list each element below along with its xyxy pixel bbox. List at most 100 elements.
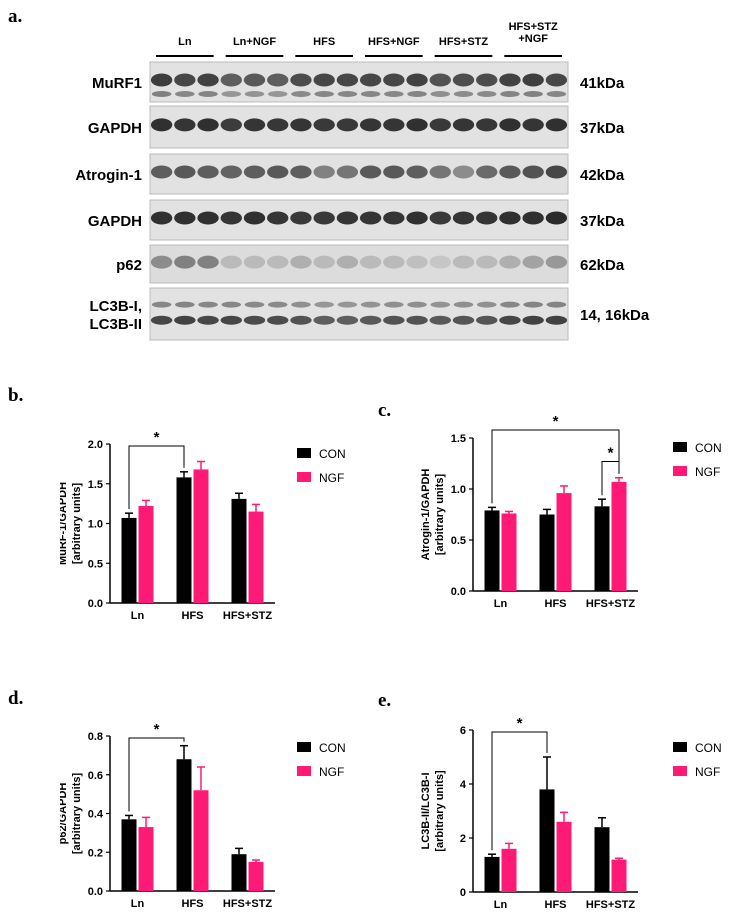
blot-band <box>522 315 544 325</box>
blot-group-label: HFS+STZ +NGF <box>509 21 558 45</box>
blot-band <box>407 91 427 97</box>
blot-band <box>197 165 219 179</box>
blot-band <box>220 211 242 225</box>
blot-size-label: 62kDa <box>580 257 625 274</box>
blot-row: p62 62kDa <box>116 244 625 284</box>
blot-band <box>522 73 544 87</box>
blot-row: GAPDH 37kDa <box>88 199 625 241</box>
bar <box>594 827 610 892</box>
blot-band <box>313 165 335 179</box>
blot-band <box>360 91 381 97</box>
blot-band <box>220 315 242 325</box>
y-tick-label: 6 <box>460 725 466 737</box>
legend-swatch <box>673 442 687 452</box>
blot-band <box>290 73 312 87</box>
legend-label: CON <box>319 741 346 755</box>
significance-bracket <box>601 460 620 496</box>
y-tick-label: 2 <box>460 833 466 845</box>
y-tick-label: 0.6 <box>88 770 103 782</box>
blot-band <box>476 301 497 308</box>
blot-band <box>406 211 428 225</box>
blot-band <box>243 118 266 132</box>
panel-letter-d: d. <box>8 688 24 709</box>
x-tick-label: HFS+STZ <box>223 610 272 620</box>
blot-band <box>313 255 335 269</box>
blot-size-label: 14, 16kDa <box>580 307 650 324</box>
y-tick-label: 0.5 <box>451 535 466 547</box>
panel-letter-a: a. <box>8 6 23 27</box>
blot-band <box>384 301 404 308</box>
blot-band <box>150 118 173 132</box>
blot-band <box>406 73 428 87</box>
blot-band <box>150 255 173 269</box>
chart-atrogin1: 0.0 0.5 1.0 1.5 Atrogin-1/GAPDH [arbitrary un… <box>420 413 722 610</box>
blot-band <box>198 91 218 97</box>
blot-band <box>243 211 266 225</box>
blot-band <box>476 118 498 132</box>
significance-bracket <box>491 429 620 504</box>
blot-band <box>243 255 266 269</box>
chart-p62: 0.0 0.2 0.4 0.6 0.8 p62/GAPDH [arbitrary units… <box>60 721 346 910</box>
y-tick-label: 0.8 <box>88 731 103 743</box>
x-tick-label: Ln <box>494 598 508 610</box>
blot-band <box>453 301 474 308</box>
blot-band <box>267 315 289 325</box>
blot-band <box>197 73 219 87</box>
blot-band <box>174 315 196 325</box>
blot-band <box>406 118 428 132</box>
blot-band <box>267 211 289 225</box>
y-tick-label: 0.0 <box>88 598 103 610</box>
blot-band <box>546 91 567 97</box>
blot-band <box>174 118 196 132</box>
blot-band <box>545 73 568 87</box>
y-tick-label: 2.0 <box>88 439 103 451</box>
blot-band <box>522 211 544 225</box>
blot-membrane <box>149 153 569 195</box>
blot-band <box>221 301 242 308</box>
blot-band <box>359 255 382 269</box>
blot-band <box>360 301 381 308</box>
legend-label: CON <box>695 741 722 755</box>
blot-band <box>406 315 428 325</box>
blot-band <box>290 118 312 132</box>
significance-star: * <box>553 413 559 430</box>
blot-band <box>244 301 265 308</box>
blot-band <box>452 211 475 225</box>
blot-row: Atrogin-1 42kDa <box>75 153 625 195</box>
blot-row-label: GAPDH <box>88 120 142 137</box>
blot-band <box>545 315 568 325</box>
blot-band <box>429 73 451 87</box>
blot-band <box>313 211 335 225</box>
western-blot: Ln Ln+NGF HFS HFS+NGF HFS+STZ HFS+STZ +NGF MuRF… <box>75 21 650 341</box>
blot-band <box>150 165 173 179</box>
bar <box>611 859 627 892</box>
blot-band <box>430 301 451 308</box>
chart-lc3b: 0 2 4 6 LC3B-II/LC3B-I [arbitrary units] Ln HFS… <box>420 718 722 911</box>
blot-band <box>429 118 451 132</box>
blot-band <box>407 301 427 308</box>
blot-size-label: 37kDa <box>580 213 625 230</box>
blot-band <box>150 315 173 325</box>
blot-band <box>383 73 405 87</box>
blot-band <box>175 91 195 97</box>
blot-band <box>359 73 382 87</box>
blot-band <box>291 301 311 308</box>
x-tick-label: HFS <box>545 899 567 911</box>
legend-swatch <box>297 766 311 776</box>
blot-band <box>429 315 451 325</box>
blot-band <box>453 91 474 97</box>
blot-group-label: HFS <box>313 36 335 48</box>
blot-band <box>174 255 196 269</box>
blot-band <box>522 255 544 269</box>
blot-band <box>243 73 266 87</box>
bar <box>539 514 555 591</box>
bar <box>556 821 572 892</box>
blot-band <box>267 255 289 269</box>
blot-band <box>175 301 195 308</box>
blot-row-label: MuRF1 <box>92 75 142 92</box>
significance-star: * <box>517 718 523 732</box>
blot-band <box>313 315 335 325</box>
bar <box>539 789 555 892</box>
bar <box>121 819 137 891</box>
blot-band <box>476 255 498 269</box>
